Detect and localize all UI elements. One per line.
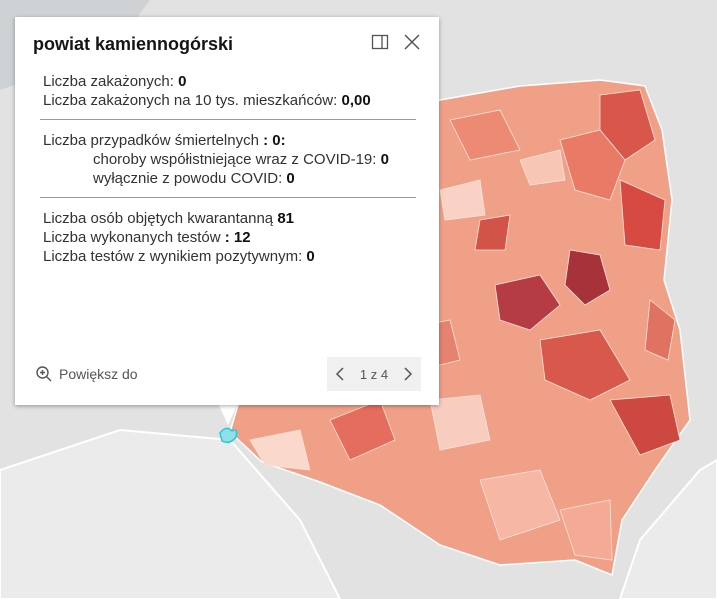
pager-label: 1 z 4 xyxy=(359,366,389,382)
neighbour-country xyxy=(618,458,717,599)
previous-button[interactable] xyxy=(335,366,345,382)
field-value: : 12 xyxy=(224,229,251,246)
field-label: Liczba testów z wynikiem pozytywnym: xyxy=(43,248,303,265)
districts xyxy=(249,89,681,561)
field-value: 0 xyxy=(380,151,389,168)
neighbour-country xyxy=(0,428,342,599)
field-row: Liczba testów z wynikiem pozytywnym: 0 xyxy=(43,247,413,266)
field-label: Liczba przypadków śmiertelnych xyxy=(43,132,259,149)
next-button[interactable] xyxy=(403,366,413,382)
field-value: 81 xyxy=(277,210,295,227)
field-value: 0 xyxy=(306,248,315,265)
field-value: 0,00 xyxy=(341,92,371,109)
field-row: Liczba zakażonych: 0 xyxy=(43,72,413,91)
popup-footer: Powiększ do 1 z 4 xyxy=(35,357,421,393)
field-value: : 0: xyxy=(263,132,286,149)
zoom-to[interactable]: Powiększ do xyxy=(35,365,138,383)
separator xyxy=(40,119,416,120)
section: Liczba przypadków śmiertelnych : 0: choro… xyxy=(43,131,413,188)
selected-district[interactable] xyxy=(219,427,238,444)
pager: 1 z 4 xyxy=(327,357,421,391)
field-label: Liczba zakażonych na 10 tys. mieszkańców… xyxy=(43,92,338,109)
field-label: choroby współistniejące wraz z COVID-19: xyxy=(93,151,377,168)
field-label: Liczba osób objętych kwarantanną xyxy=(43,210,274,227)
popup-pointer xyxy=(218,403,238,444)
field-value: 0 xyxy=(286,170,295,187)
section: Liczba zakażonych: 0 Liczba zakażonych na… xyxy=(43,72,413,110)
field-row: wyłącznie z powodu COVID: 0 xyxy=(43,169,413,188)
popup-actions xyxy=(371,33,421,51)
field-row: choroby współistniejące wraz z COVID-19:… xyxy=(43,150,413,169)
dock-button[interactable] xyxy=(371,33,389,51)
separator xyxy=(40,197,416,198)
field-row: Liczba osób objętych kwarantanną 81 xyxy=(43,209,413,228)
field-label: wyłącznie z powodu COVID: xyxy=(93,170,283,187)
zoom-icon xyxy=(36,366,52,382)
popup: powiat kamiennogórski Liczba zakażonych:… xyxy=(15,17,439,405)
field-label: Liczba wykonanych testów xyxy=(43,229,221,246)
popup-title: powiat kamiennogórski xyxy=(33,34,234,54)
field-label: Liczba zakażonych: xyxy=(43,73,174,90)
popup-content: Liczba zakażonych: 0 Liczba zakażonych na… xyxy=(40,72,416,266)
field-row: Liczba przypadków śmiertelnych : 0: xyxy=(43,131,413,150)
zoom-label: Powiększ do xyxy=(59,366,138,382)
section: Liczba osób objętych kwarantanną 81 Liczb… xyxy=(43,209,413,266)
field-row: Liczba zakażonych na 10 tys. mieszkańców… xyxy=(43,91,413,110)
close-button[interactable] xyxy=(403,33,421,51)
field-value: 0 xyxy=(178,73,187,90)
field-row: Liczba wykonanych testów : 12 xyxy=(43,228,413,247)
